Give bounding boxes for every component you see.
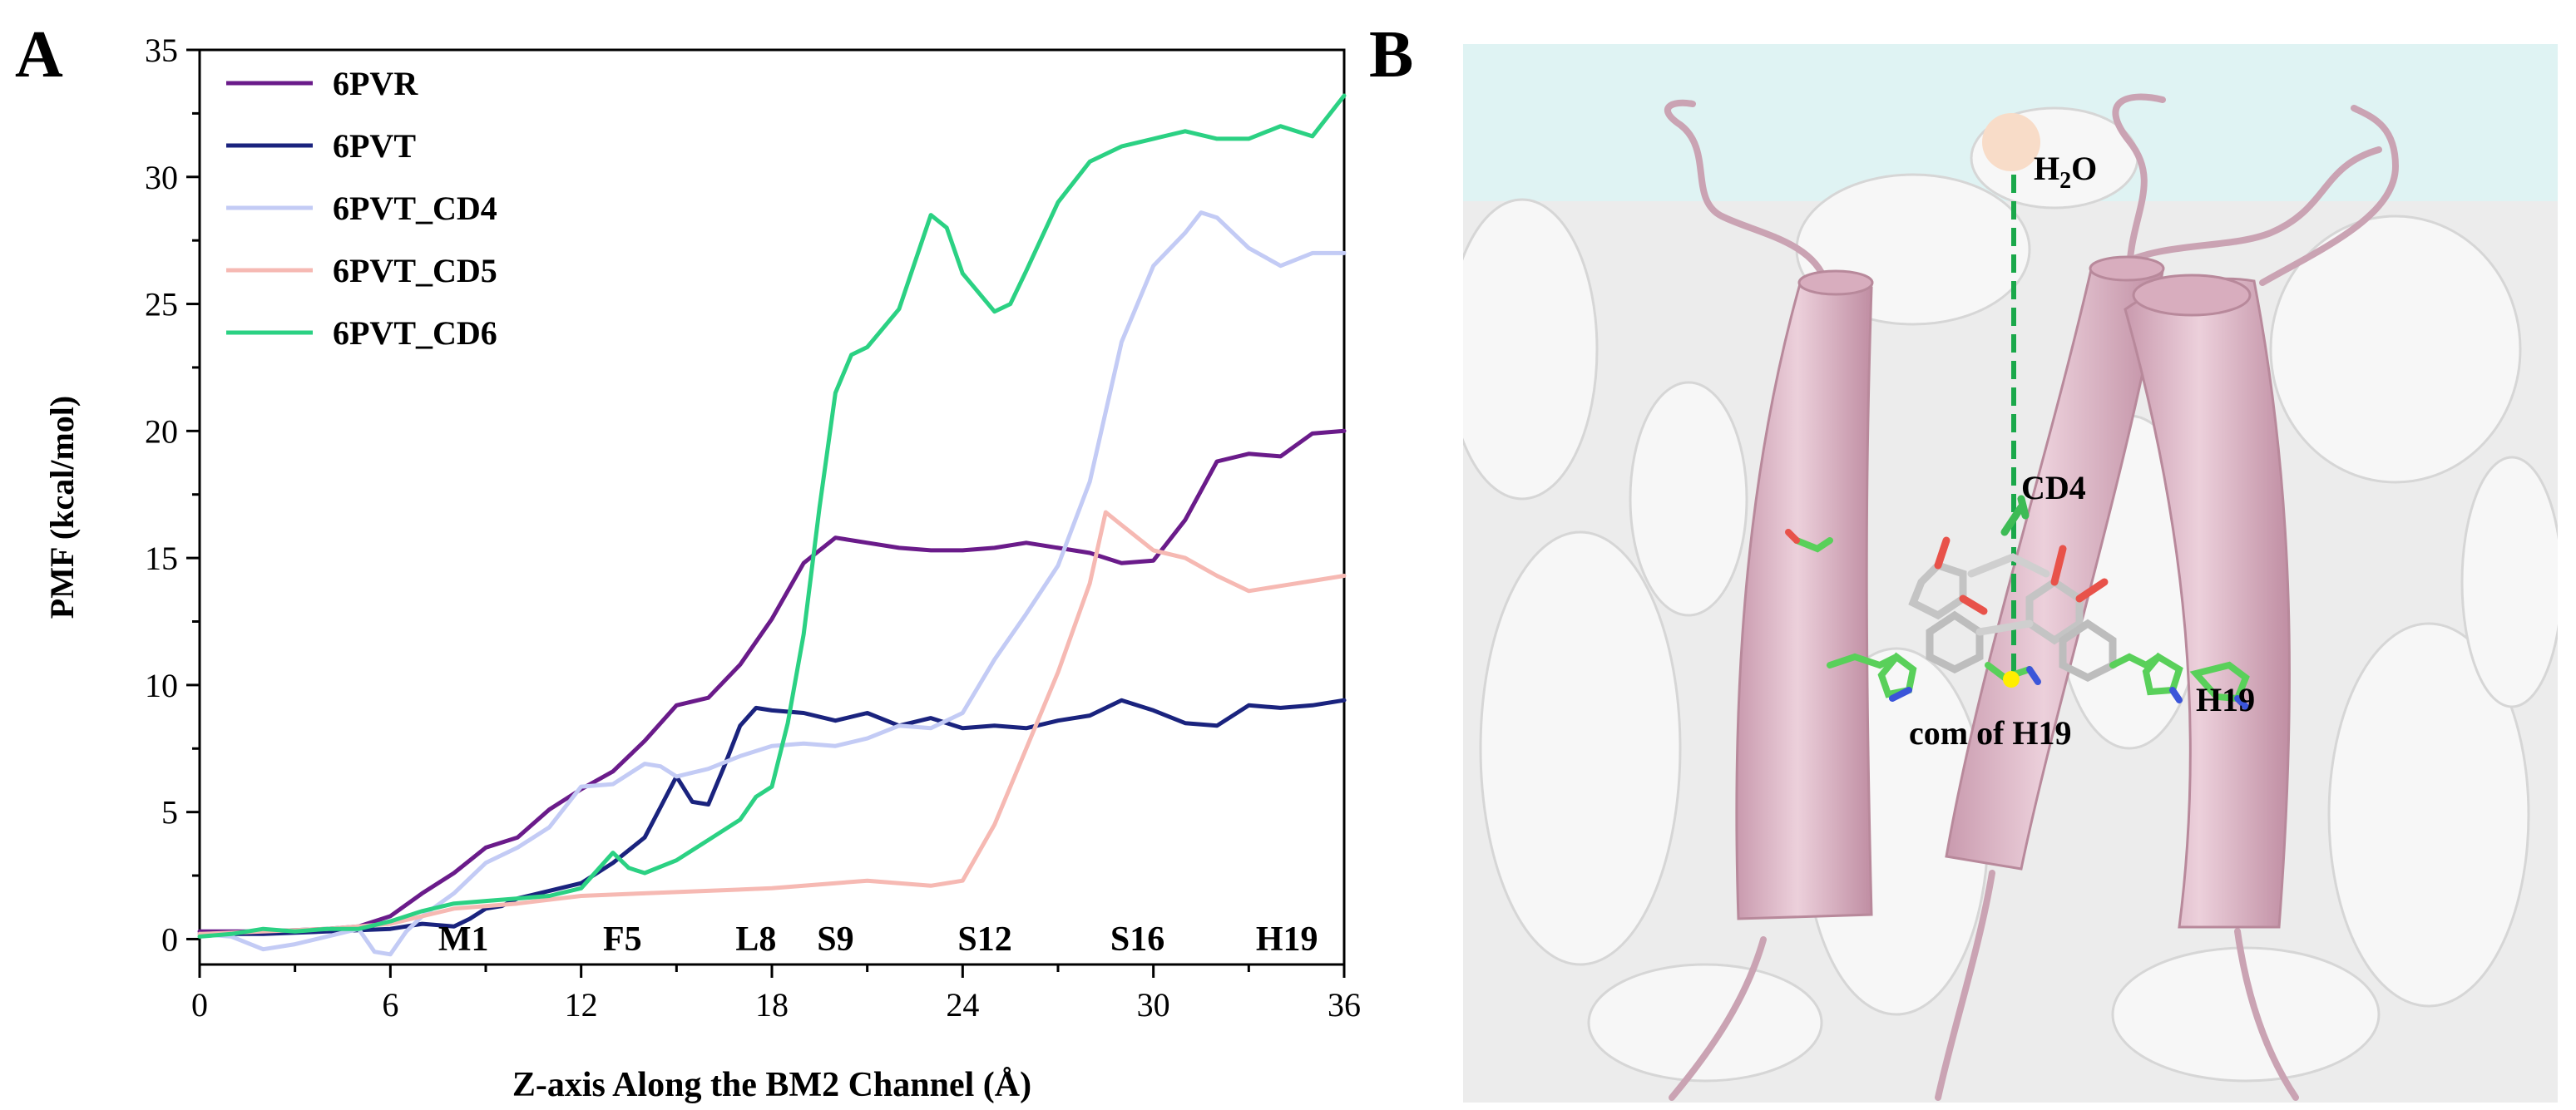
x-axis-label: Z-axis Along the BM2 Channel (Å) bbox=[512, 1066, 1031, 1104]
residue-label-s12: S12 bbox=[957, 920, 1011, 959]
panel-a-label: A bbox=[15, 18, 63, 91]
x-tick-label: 12 bbox=[565, 986, 598, 1024]
y-tick-label: 30 bbox=[145, 159, 178, 196]
series-line-6pvr bbox=[197, 428, 1347, 934]
legend: 6PVR 6PVT 6PVT_CD4 6PVT_CD5 6PVT_CD6 bbox=[226, 65, 497, 352]
legend-label: 6PVR bbox=[333, 65, 418, 102]
residue-label-s9: S9 bbox=[817, 920, 853, 959]
panel-b-border bbox=[1461, 42, 2559, 1104]
x-tick-label: 6 bbox=[382, 986, 398, 1024]
series-line-6pvt-cd6 bbox=[197, 93, 1347, 939]
plot-frame bbox=[198, 48, 1346, 966]
x-tick-label: 30 bbox=[1137, 986, 1170, 1024]
ligand-sticks bbox=[1908, 495, 2117, 683]
y-tick-label: 0 bbox=[161, 920, 178, 958]
series-line-6pvt-cd5 bbox=[197, 510, 1347, 936]
y-axis-label: PMF (kcal/mol) bbox=[43, 396, 81, 619]
water-label-h: H bbox=[2034, 150, 2059, 187]
y-tick-label: 10 bbox=[145, 667, 178, 704]
panel-b: B bbox=[1369, 18, 2559, 1104]
y-tick-label: 25 bbox=[145, 286, 178, 323]
plot-border bbox=[198, 48, 1346, 966]
y-axis-ticks: 0 5 10 15 20 25 30 35 bbox=[145, 32, 200, 958]
water-molecule bbox=[1982, 113, 2040, 171]
x-tick-label: 24 bbox=[946, 986, 979, 1024]
legend-label: 6PVT_CD5 bbox=[333, 252, 497, 289]
residue-label-f5: F5 bbox=[603, 920, 642, 959]
y-tick-label: 35 bbox=[145, 32, 178, 69]
residue-label-h19: H19 bbox=[1256, 920, 1318, 959]
y-tick-label: 20 bbox=[145, 412, 178, 450]
molecular-render bbox=[1462, 43, 2559, 1103]
protein-loops bbox=[1664, 93, 2400, 1101]
cd4-label: CD4 bbox=[2021, 469, 2086, 506]
water-label-o: O bbox=[2071, 150, 2097, 187]
x-tick-label: 18 bbox=[755, 986, 789, 1024]
series-line-6pvt bbox=[197, 698, 1347, 936]
legend-label: 6PVT_CD6 bbox=[333, 314, 497, 352]
residue-label-s16: S16 bbox=[1110, 920, 1164, 959]
panel-a: A 0 5 10 15 20 25 30 35 0 6 12 18 24 30 36 M1 F5 L8 S9 S1… bbox=[15, 18, 1361, 1104]
residue-labels: M1 F5 L8 S9 S12 S16 H19 bbox=[438, 920, 1318, 959]
y-tick-label: 15 bbox=[145, 540, 178, 577]
residue-label-m1: M1 bbox=[438, 920, 489, 959]
legend-label: 6PVT_CD4 bbox=[333, 190, 497, 227]
x-axis-ticks: 0 6 12 18 24 30 36 bbox=[191, 964, 1361, 1024]
panel-b-label: B bbox=[1369, 18, 1413, 91]
series-line-6pvt-cd4 bbox=[197, 210, 1347, 957]
y-tick-label: 5 bbox=[161, 794, 178, 831]
histidine-sidechains bbox=[1785, 529, 2250, 710]
com-dot bbox=[2003, 671, 2020, 688]
x-tick-label: 36 bbox=[1328, 986, 1361, 1024]
helix-right bbox=[2124, 274, 2291, 929]
water-label-sub: 2 bbox=[2059, 168, 2071, 194]
com-label: com of H19 bbox=[1909, 714, 2072, 752]
x-tick-label: 0 bbox=[191, 986, 208, 1024]
legend-label: 6PVT bbox=[333, 127, 416, 165]
water-label: H2O bbox=[2034, 150, 2097, 194]
h19-label: H19 bbox=[2196, 681, 2255, 718]
residue-label-l8: L8 bbox=[735, 920, 776, 959]
series-lines bbox=[197, 93, 1347, 957]
helix-left bbox=[1735, 269, 1874, 920]
